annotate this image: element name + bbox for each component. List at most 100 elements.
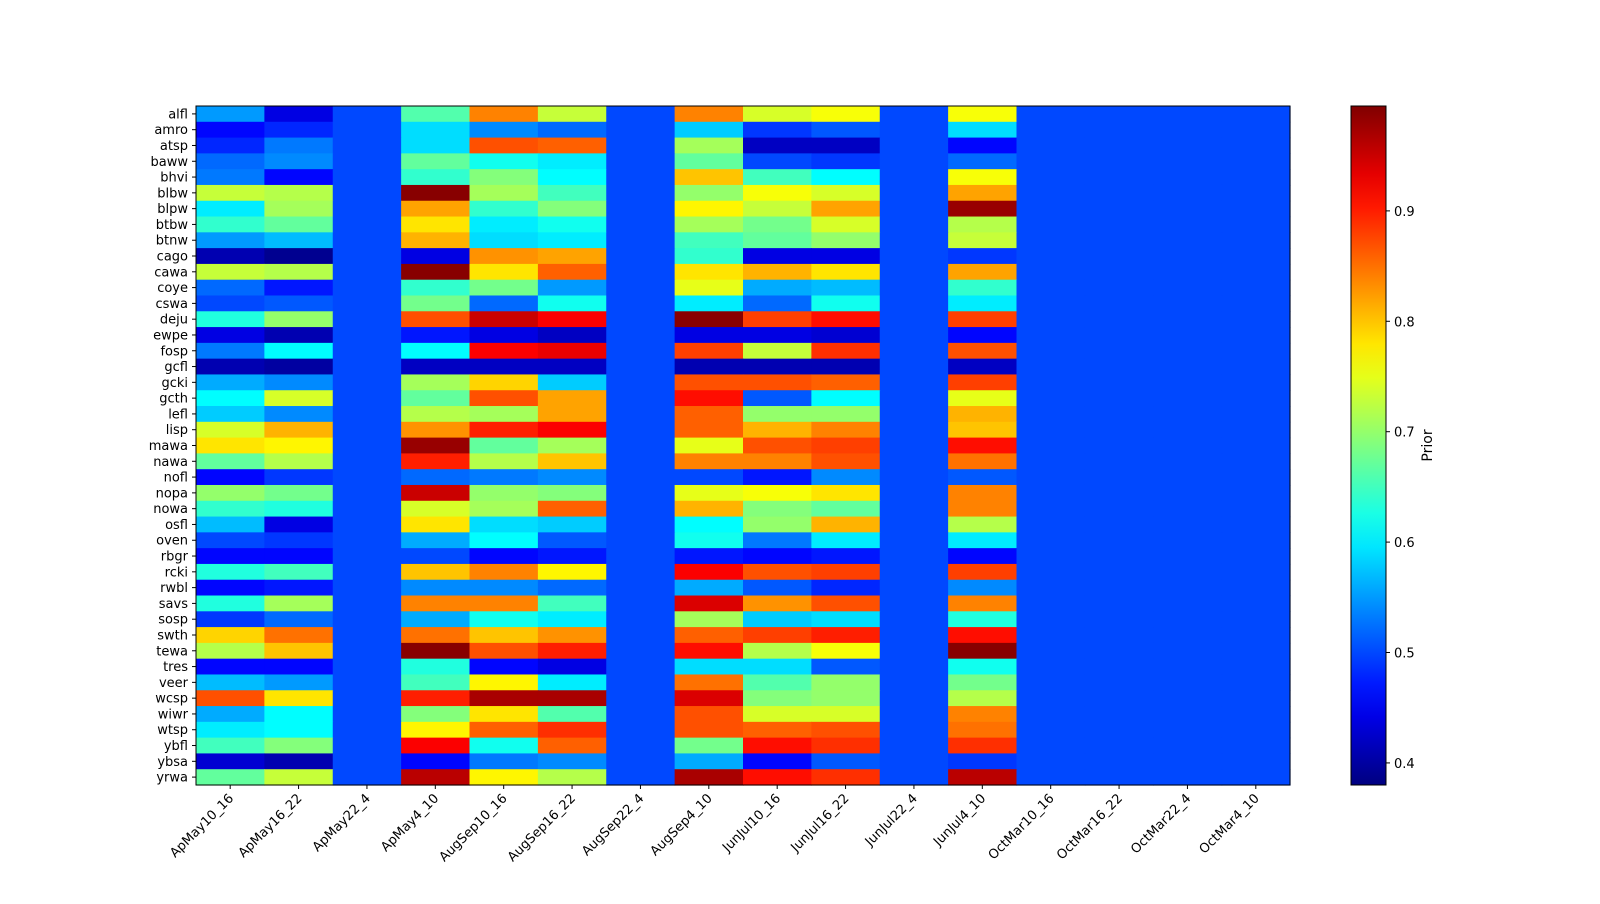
heatmap-cell — [1084, 563, 1154, 581]
heatmap-cell — [743, 690, 812, 707]
heatmap-cell — [196, 563, 265, 581]
y-tick-label: rwbl — [160, 581, 188, 596]
heatmap-cell — [469, 469, 539, 486]
heatmap-cell — [401, 437, 471, 454]
heatmap-cell — [606, 674, 676, 691]
heatmap-cell — [332, 627, 402, 644]
heatmap-cell — [1153, 469, 1223, 486]
heatmap-cell — [401, 121, 471, 139]
heatmap-cells — [196, 106, 1291, 786]
heatmap-cell — [811, 374, 881, 391]
heatmap-cell — [811, 484, 881, 502]
heatmap-cell — [1016, 516, 1086, 533]
heatmap-cell — [401, 169, 471, 186]
y-tick-label: veer — [159, 676, 189, 691]
heatmap-cell — [469, 153, 539, 170]
heatmap-cell — [401, 390, 471, 407]
heatmap-cell — [606, 769, 676, 786]
heatmap-cell — [264, 469, 334, 486]
heatmap-cell — [537, 184, 607, 202]
heatmap-cell — [948, 595, 1018, 612]
heatmap-cell — [264, 216, 334, 233]
heatmap-cell — [743, 358, 812, 376]
heatmap-cell — [537, 706, 607, 723]
x-tick-label: ApMay10_16 — [167, 791, 237, 861]
heatmap-cell — [674, 658, 744, 676]
y-tick-label: mawa — [149, 439, 188, 454]
heatmap-cell — [1153, 611, 1223, 628]
heatmap-cell — [948, 627, 1018, 644]
heatmap-cell — [674, 721, 744, 739]
heatmap-cell — [332, 595, 402, 612]
heatmap-cell — [606, 753, 676, 770]
heatmap-cell — [469, 611, 539, 628]
x-tick-label: OctMar16_22 — [1054, 791, 1126, 863]
colorbar-tick-label: 0.5 — [1394, 647, 1415, 662]
heatmap-cell — [1084, 232, 1154, 249]
heatmap-cell — [332, 674, 402, 691]
heatmap-cell — [1153, 658, 1223, 676]
heatmap-cell — [811, 690, 881, 707]
heatmap-cell — [264, 184, 334, 202]
heatmap-cell — [469, 737, 539, 755]
heatmap-cell — [606, 137, 676, 154]
heatmap-cell — [879, 548, 949, 565]
heatmap-cell — [674, 279, 744, 297]
heatmap-cell — [469, 327, 539, 344]
y-tick-label: gcki — [161, 376, 188, 391]
heatmap-cell — [537, 690, 607, 707]
heatmap-cell — [743, 627, 812, 644]
heatmap-cell — [1084, 248, 1154, 265]
heatmap-cell — [743, 406, 812, 423]
heatmap-cell — [879, 611, 949, 628]
heatmap-cell — [196, 469, 265, 486]
y-tick-label: atsp — [160, 139, 188, 154]
heatmap-cell — [1016, 295, 1086, 312]
heatmap-cell — [606, 737, 676, 755]
heatmap-cell — [332, 769, 402, 786]
heatmap-cell — [264, 327, 334, 344]
y-tick-label: cswa — [155, 297, 188, 312]
heatmap-cell — [332, 500, 402, 518]
heatmap-cell — [264, 200, 334, 218]
y-tick-label: ybsa — [157, 755, 188, 770]
heatmap-cell — [264, 737, 334, 755]
x-tick-label: ApMay22_4 — [310, 791, 374, 855]
heatmap-cell — [948, 579, 1018, 597]
heatmap-cell — [332, 532, 402, 549]
heatmap-cell — [196, 137, 265, 154]
heatmap-cell — [1016, 769, 1086, 786]
heatmap-cell — [401, 248, 471, 265]
heatmap-cell — [1153, 737, 1223, 755]
y-tick-label: btnw — [156, 234, 189, 249]
heatmap-cell — [879, 690, 949, 707]
heatmap-cell — [1084, 721, 1154, 739]
y-tick-label: blpw — [157, 202, 188, 217]
heatmap-cell — [879, 421, 949, 439]
heatmap-cell — [879, 184, 949, 202]
heatmap-cell — [332, 721, 402, 739]
heatmap-cell — [948, 516, 1018, 533]
heatmap-cell — [196, 311, 265, 328]
heatmap-cell — [674, 484, 744, 502]
heatmap-cell — [1084, 200, 1154, 218]
heatmap-cell — [537, 595, 607, 612]
heatmap-cell — [606, 611, 676, 628]
heatmap-cell — [879, 453, 949, 470]
heatmap-cell — [674, 769, 744, 786]
heatmap-cell — [1084, 753, 1154, 770]
heatmap-cell — [743, 516, 812, 533]
heatmap-cell — [743, 184, 812, 202]
heatmap-cell — [948, 690, 1018, 707]
heatmap-cell — [743, 548, 812, 565]
heatmap-cell — [1084, 437, 1154, 454]
heatmap-cell — [1153, 627, 1223, 644]
heatmap-cell — [1221, 563, 1291, 581]
heatmap-cell — [811, 658, 881, 676]
heatmap-cell — [1016, 200, 1086, 218]
heatmap-cell — [948, 500, 1018, 518]
heatmap-cell — [1016, 279, 1086, 297]
heatmap-cell — [1221, 642, 1291, 660]
heatmap-cell — [1084, 406, 1154, 423]
heatmap-cell — [264, 706, 334, 723]
